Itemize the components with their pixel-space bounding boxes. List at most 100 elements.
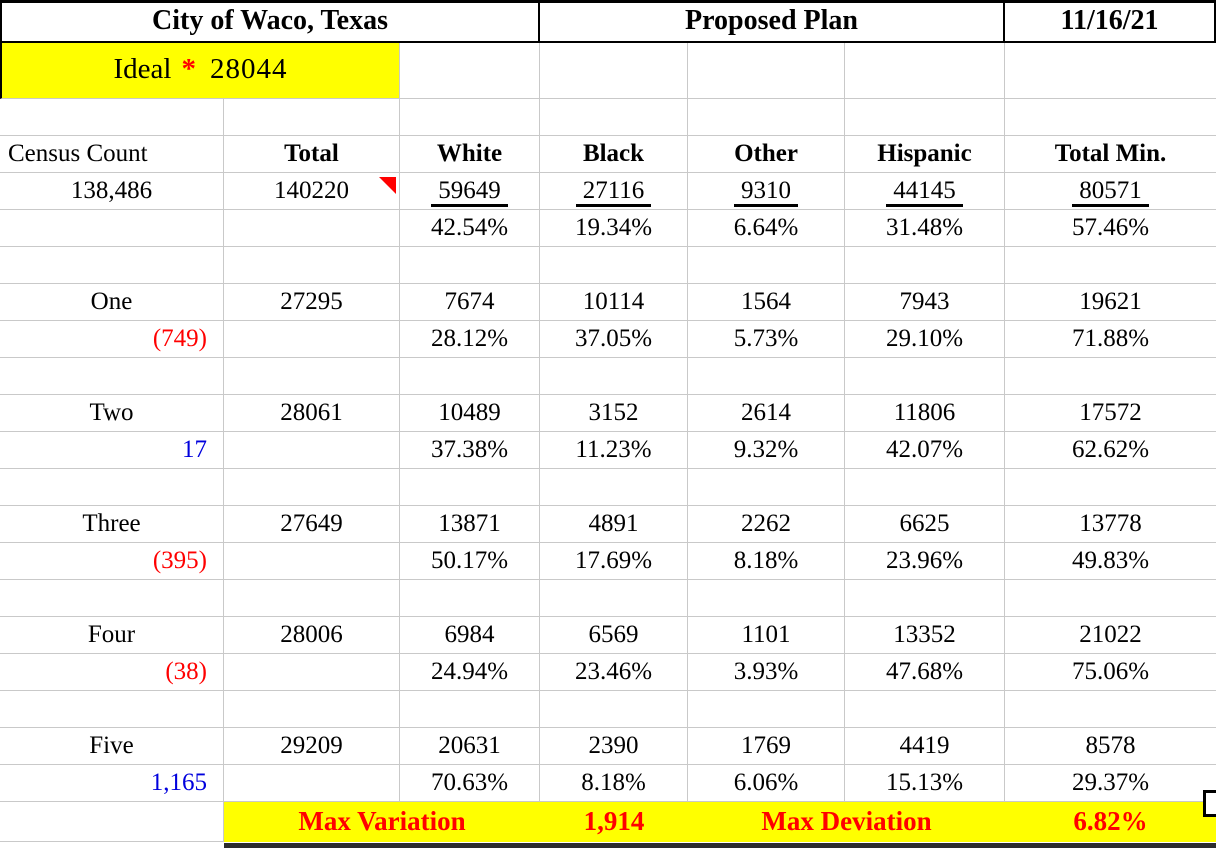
empty-cell[interactable] [540, 469, 688, 506]
empty-cell[interactable] [688, 469, 845, 506]
empty-cell[interactable] [224, 691, 400, 728]
district-name[interactable]: Three [0, 506, 224, 543]
sheet-title-cell[interactable]: City of Waco, Texas [0, 3, 540, 43]
empty-cell[interactable] [1005, 43, 1216, 99]
plan-title-cell[interactable]: Proposed Plan [540, 3, 1005, 43]
district-totalmin-pct[interactable]: 71.88% [1005, 321, 1216, 358]
citywide-totalmin-cell[interactable]: 80571 [1005, 173, 1216, 210]
district-hispanic[interactable]: 6625 [845, 506, 1005, 543]
empty-cell[interactable] [0, 210, 224, 247]
empty-cell[interactable] [1005, 358, 1216, 395]
column-header-other[interactable]: Other [688, 136, 845, 173]
district-totalmin[interactable]: 13778 [1005, 506, 1216, 543]
district-black-pct[interactable]: 17.69% [540, 543, 688, 580]
citywide-totalmin-pct[interactable]: 57.46% [1005, 210, 1216, 247]
district-other[interactable]: 1769 [688, 728, 845, 765]
district-hispanic[interactable]: 11806 [845, 395, 1005, 432]
empty-cell[interactable] [0, 802, 224, 842]
district-white-pct[interactable]: 24.94% [400, 654, 540, 691]
district-deviation[interactable]: (395) [0, 543, 224, 580]
empty-cell[interactable] [1005, 691, 1216, 728]
column-header-census-count[interactable]: Census Count [0, 136, 224, 173]
district-total[interactable]: 28006 [224, 617, 400, 654]
empty-cell[interactable] [224, 580, 400, 617]
max-variation-label[interactable]: Max Variation [224, 802, 540, 842]
empty-cell[interactable] [400, 358, 540, 395]
empty-cell[interactable] [540, 580, 688, 617]
district-black[interactable]: 10114 [540, 284, 688, 321]
district-other-pct[interactable]: 9.32% [688, 432, 845, 469]
column-header-hispanic[interactable]: Hispanic [845, 136, 1005, 173]
citywide-white-cell[interactable]: 59649 [400, 173, 540, 210]
empty-cell[interactable] [1005, 469, 1216, 506]
empty-cell[interactable] [224, 321, 400, 358]
district-hispanic-pct[interactable]: 15.13% [845, 765, 1005, 802]
empty-cell[interactable] [0, 469, 224, 506]
district-white-pct[interactable]: 37.38% [400, 432, 540, 469]
empty-cell[interactable] [1005, 247, 1216, 284]
district-black-pct[interactable]: 11.23% [540, 432, 688, 469]
district-hispanic-pct[interactable]: 47.68% [845, 654, 1005, 691]
district-totalmin-pct[interactable]: 29.37% [1005, 765, 1216, 802]
district-other[interactable]: 1101 [688, 617, 845, 654]
column-header-total-min[interactable]: Total Min. [1005, 136, 1216, 173]
empty-cell[interactable] [224, 358, 400, 395]
district-white[interactable]: 20631 [400, 728, 540, 765]
district-other[interactable]: 1564 [688, 284, 845, 321]
empty-cell[interactable] [540, 247, 688, 284]
district-white[interactable]: 6984 [400, 617, 540, 654]
district-other[interactable]: 2262 [688, 506, 845, 543]
selection-handle[interactable] [1203, 790, 1216, 817]
district-totalmin-pct[interactable]: 49.83% [1005, 543, 1216, 580]
citywide-other-pct[interactable]: 6.64% [688, 210, 845, 247]
empty-cell[interactable] [400, 580, 540, 617]
district-other-pct[interactable]: 6.06% [688, 765, 845, 802]
district-hispanic[interactable]: 7943 [845, 284, 1005, 321]
district-other-pct[interactable]: 8.18% [688, 543, 845, 580]
empty-cell[interactable] [845, 358, 1005, 395]
empty-cell[interactable] [688, 43, 845, 99]
empty-cell[interactable] [0, 358, 224, 395]
empty-cell[interactable] [688, 99, 845, 136]
district-hispanic-pct[interactable]: 42.07% [845, 432, 1005, 469]
citywide-other-cell[interactable]: 9310 [688, 173, 845, 210]
district-name[interactable]: Two [0, 395, 224, 432]
district-hispanic[interactable]: 4419 [845, 728, 1005, 765]
empty-cell[interactable] [224, 469, 400, 506]
district-deviation[interactable]: (749) [0, 321, 224, 358]
district-hispanic-pct[interactable]: 23.96% [845, 543, 1005, 580]
empty-cell[interactable] [224, 765, 400, 802]
empty-cell[interactable] [224, 99, 400, 136]
empty-cell[interactable] [224, 210, 400, 247]
district-black[interactable]: 3152 [540, 395, 688, 432]
census-count-value[interactable]: 138,486 [0, 173, 224, 210]
empty-cell[interactable] [540, 358, 688, 395]
district-totalmin[interactable]: 21022 [1005, 617, 1216, 654]
empty-cell[interactable] [400, 247, 540, 284]
empty-cell[interactable] [400, 691, 540, 728]
empty-cell[interactable] [400, 43, 540, 99]
district-total[interactable]: 27295 [224, 284, 400, 321]
empty-cell[interactable] [845, 247, 1005, 284]
district-name[interactable]: One [0, 284, 224, 321]
empty-cell[interactable] [0, 580, 224, 617]
citywide-black-pct[interactable]: 19.34% [540, 210, 688, 247]
empty-cell[interactable] [845, 99, 1005, 136]
district-black-pct[interactable]: 37.05% [540, 321, 688, 358]
district-total[interactable]: 28061 [224, 395, 400, 432]
district-black-pct[interactable]: 23.46% [540, 654, 688, 691]
max-deviation-value[interactable]: 6.82% [1005, 802, 1216, 842]
column-header-white[interactable]: White [400, 136, 540, 173]
empty-cell[interactable] [845, 469, 1005, 506]
district-total[interactable]: 29209 [224, 728, 400, 765]
district-hispanic-pct[interactable]: 29.10% [845, 321, 1005, 358]
citywide-black-cell[interactable]: 27116 [540, 173, 688, 210]
district-white[interactable]: 7674 [400, 284, 540, 321]
empty-cell[interactable] [0, 99, 224, 136]
ideal-cell[interactable]: Ideal * 28044 [0, 43, 400, 99]
district-other[interactable]: 2614 [688, 395, 845, 432]
citywide-total-cell[interactable]: 140220 [224, 173, 400, 210]
citywide-hispanic-cell[interactable]: 44145 [845, 173, 1005, 210]
district-totalmin-pct[interactable]: 62.62% [1005, 432, 1216, 469]
empty-cell[interactable] [0, 247, 224, 284]
